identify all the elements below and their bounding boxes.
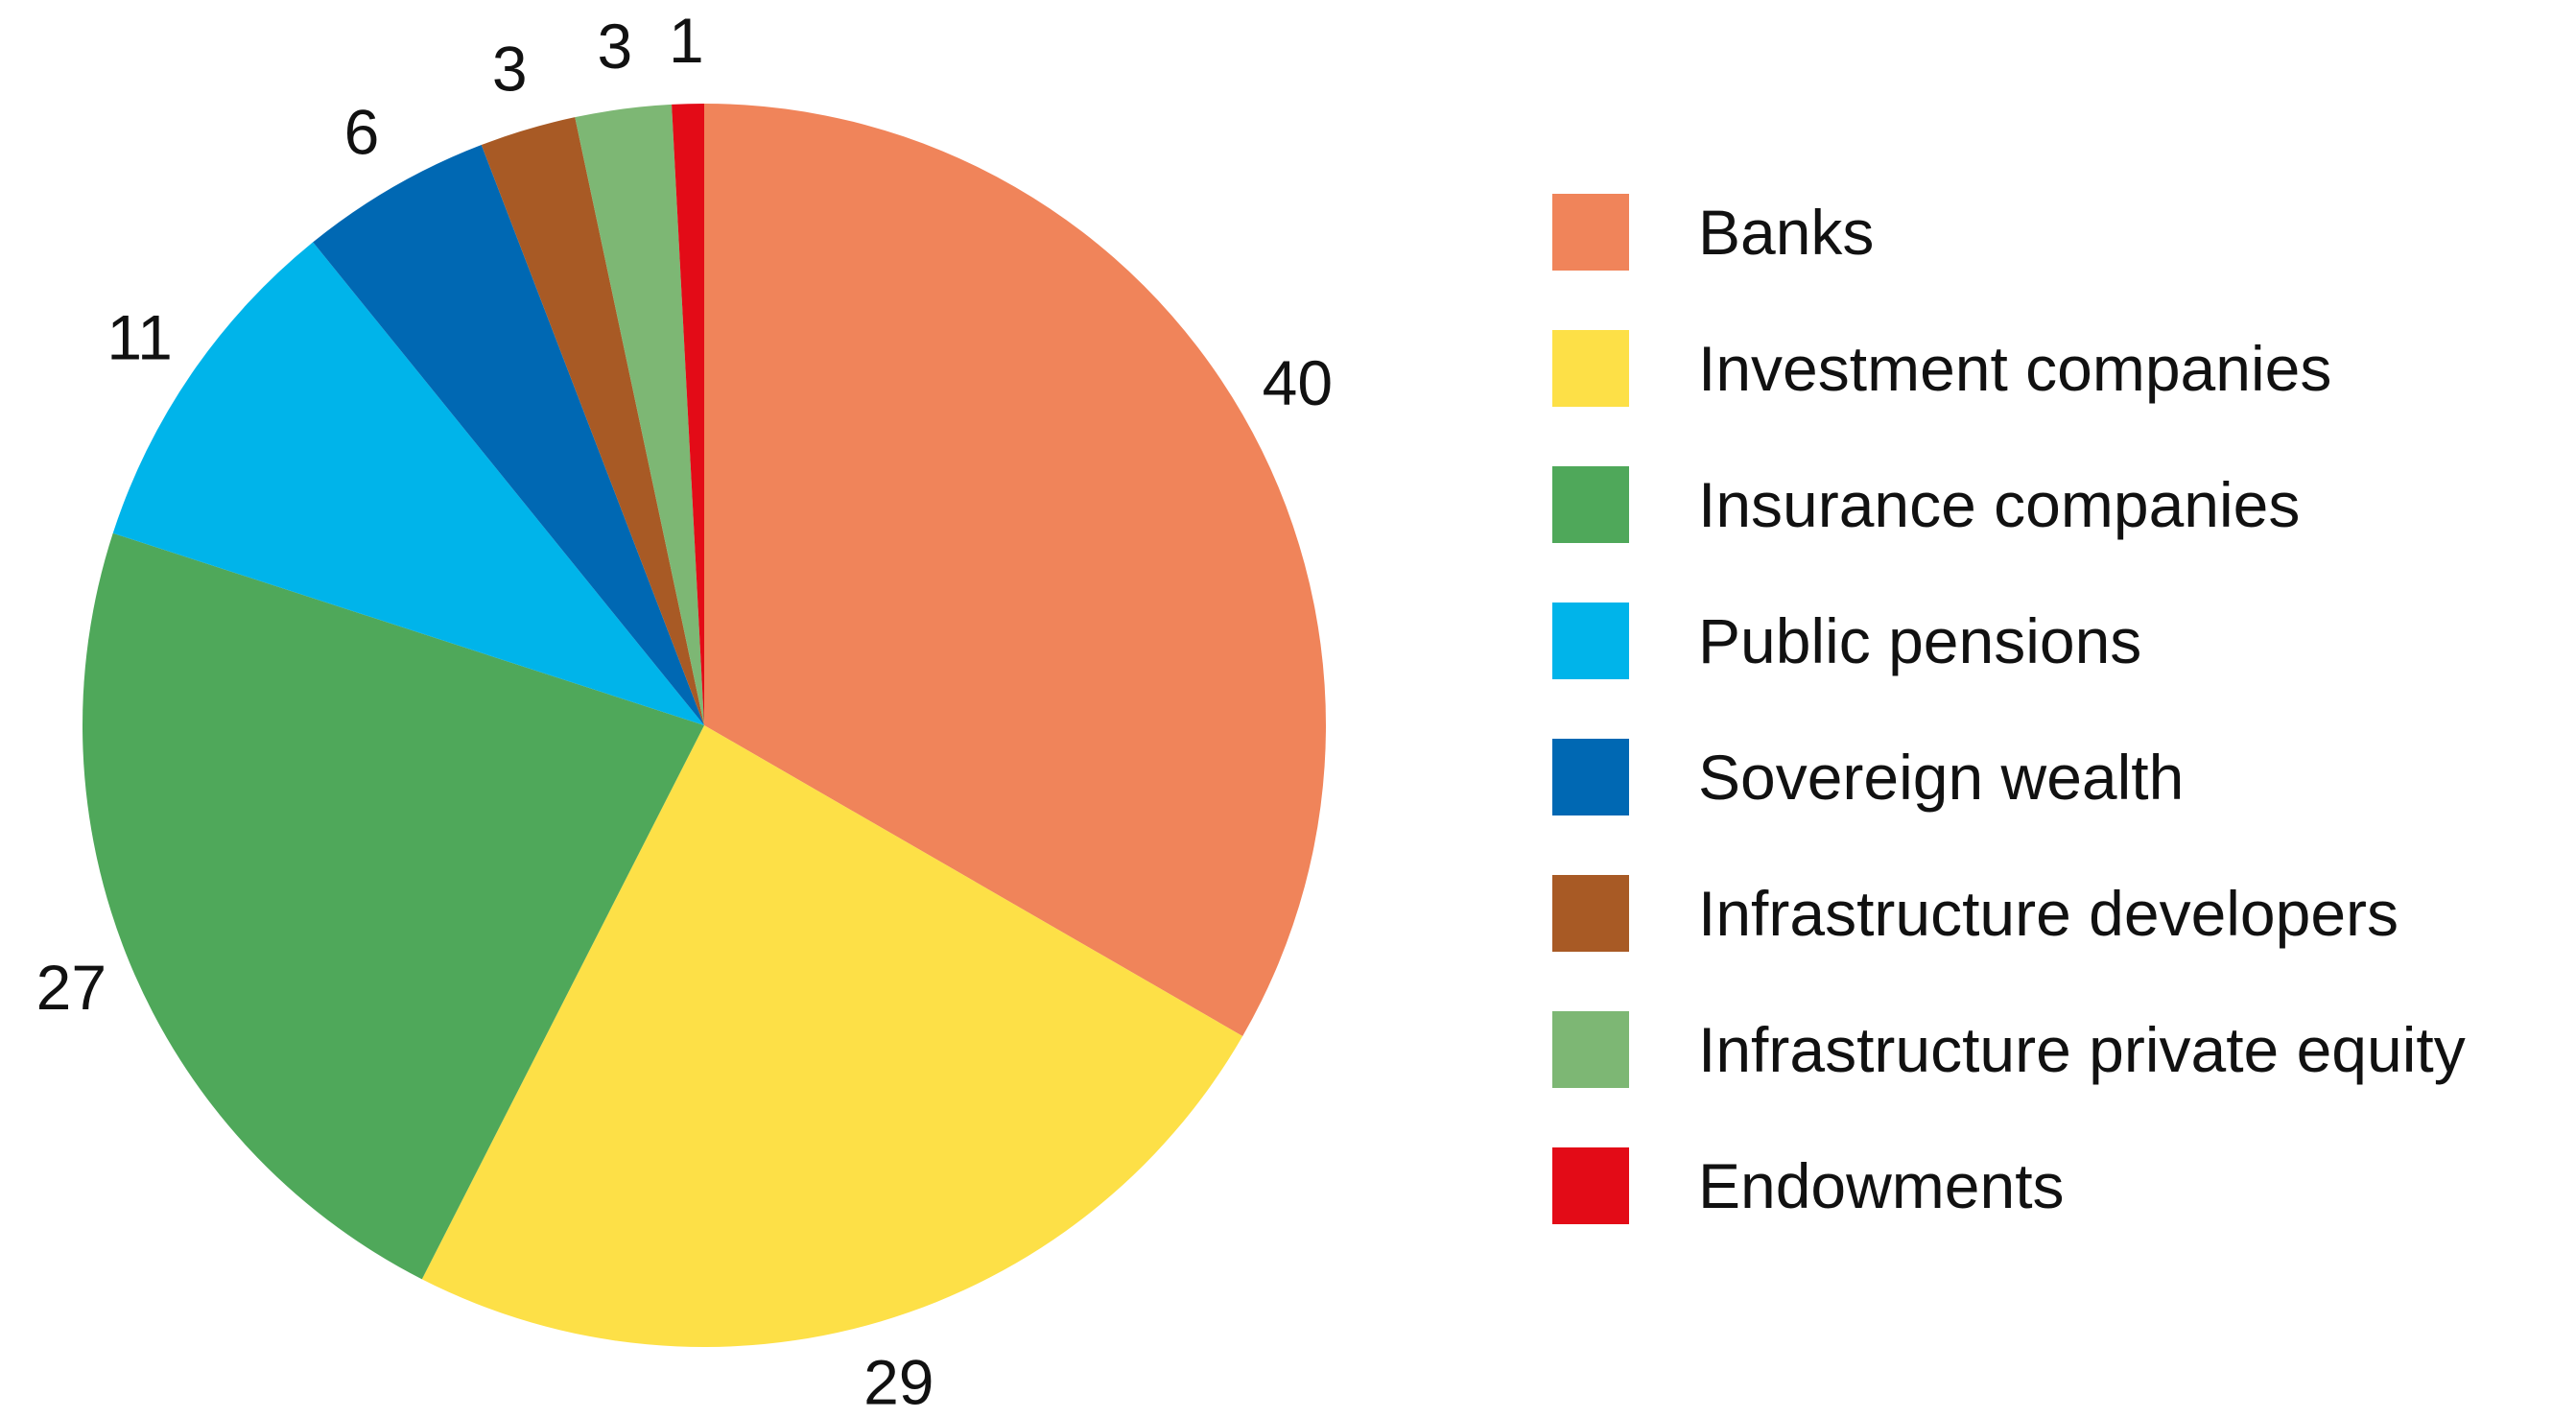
- slice-value-label: 29: [863, 1347, 934, 1418]
- slice-value-label: 3: [492, 33, 528, 104]
- slice-value-label: 3: [597, 11, 632, 82]
- slice-value-label: 27: [36, 952, 106, 1023]
- legend-swatch: [1552, 330, 1629, 407]
- slice-value-label: 11: [106, 302, 173, 373]
- legend-swatch: [1552, 739, 1629, 815]
- legend-label: Endowments: [1698, 1150, 2065, 1221]
- legend-label: Sovereign wealth: [1698, 742, 2184, 813]
- legend-swatch: [1552, 875, 1629, 952]
- legend-swatch: [1552, 603, 1629, 679]
- pie-slice-infrastructure-developers: [481, 117, 704, 726]
- pie-slice-banks: [704, 104, 1326, 1036]
- pie-slice-insurance-companies: [82, 532, 704, 1280]
- legend-label: Banks: [1698, 197, 1874, 268]
- pie-slice-infrastructure-private-equity: [575, 104, 704, 725]
- pie-slice-sovereign-wealth: [313, 145, 704, 725]
- legend-swatch: [1552, 1011, 1629, 1088]
- slice-value-label: 1: [669, 5, 704, 76]
- legend-swatch: [1552, 466, 1629, 543]
- legend-label: Infrastructure private equity: [1698, 1014, 2466, 1085]
- legend-label: Infrastructure developers: [1698, 878, 2399, 949]
- slice-value-label: 40: [1263, 347, 1333, 418]
- legend-swatch: [1552, 1147, 1629, 1224]
- legend-label: Insurance companies: [1698, 469, 2300, 540]
- legend-label: Investment companies: [1698, 333, 2331, 404]
- legend-swatch: [1552, 194, 1629, 271]
- legend-label: Public pensions: [1698, 605, 2141, 676]
- slice-value-label: 6: [344, 97, 380, 168]
- pie-slice-public-pensions: [112, 242, 704, 725]
- pie-slices: [82, 104, 1326, 1347]
- legend: Banks Investment companies Insurance compa…: [1552, 194, 2466, 1224]
- pie-slice-investment-companies: [421, 725, 1243, 1347]
- pie-slice-endowments: [672, 104, 704, 725]
